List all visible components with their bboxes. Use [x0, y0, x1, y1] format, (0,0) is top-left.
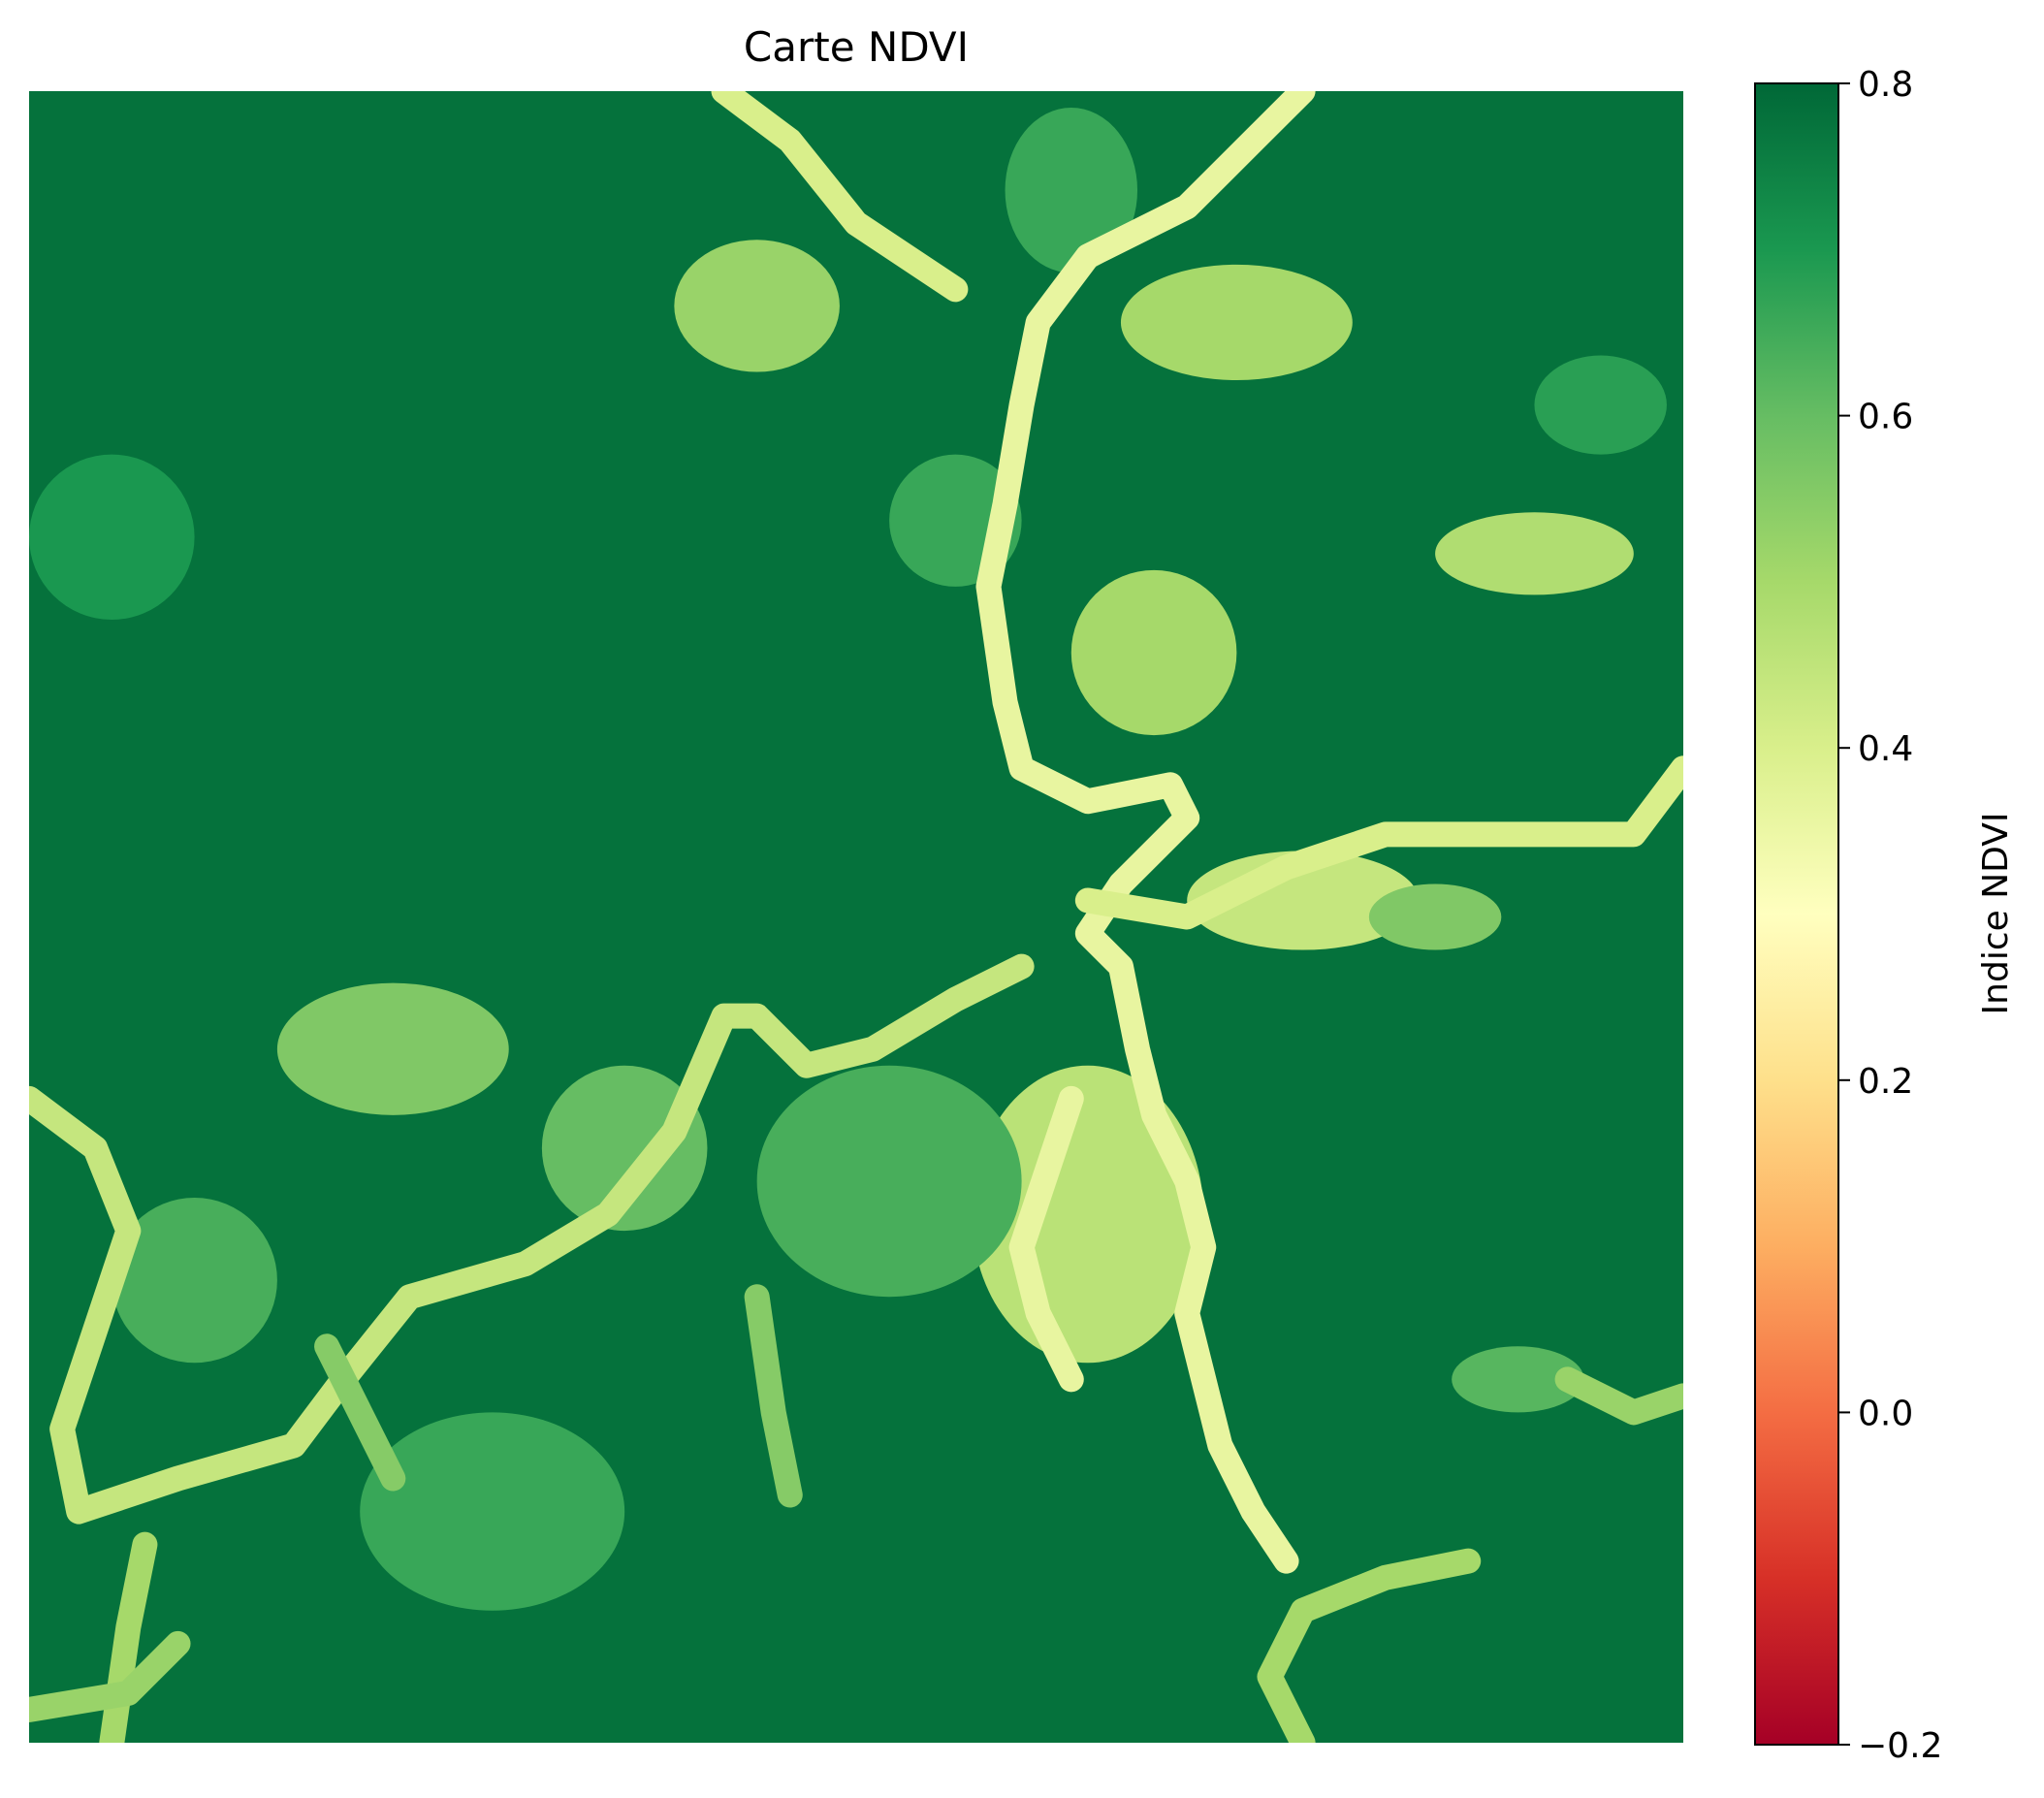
map-patch-21: [1452, 1346, 1584, 1413]
map-corridor-3: [1074, 755, 1683, 930]
map-patch-23: [360, 1412, 625, 1611]
map-corridor-6: [1257, 1548, 1482, 1743]
map-corridor-7: [29, 1630, 191, 1722]
map-patch-11: [674, 240, 840, 372]
map-patch-13: [1070, 569, 1237, 736]
ndvi-map: [29, 91, 1683, 1743]
map-corridor-4: [29, 953, 1035, 1525]
map-corridor-2: [711, 91, 969, 303]
map-patch-16: [1368, 883, 1502, 950]
colorbar-tick-label-1: 0.6: [1858, 398, 1913, 437]
map-corridor-0: [975, 91, 1316, 1574]
colorbar-tick-label-2: 0.4: [1858, 729, 1913, 769]
map-patch-22: [112, 1198, 277, 1364]
colorbar-tick-label-4: 0.0: [1858, 1394, 1913, 1433]
map-corridor-1: [1008, 1085, 1084, 1393]
map-corridor-9: [744, 1284, 803, 1508]
map-patch-26: [1005, 108, 1138, 273]
map-patch-14: [1435, 512, 1634, 595]
colorbar-tick-label-0: 0.8: [1858, 65, 1913, 105]
map-patch-25: [1534, 355, 1667, 455]
colorbar-gradient: [1754, 82, 1839, 1746]
map-patch-18: [276, 982, 509, 1115]
colorbar: 0.8 0.6 0.4 0.2 0.0 −0.2 Indice NDVI: [1754, 65, 2016, 1766]
map-patch-27: [29, 454, 195, 620]
map-patch-19: [541, 1065, 708, 1232]
colorbar-tick-label-5: −0.2: [1858, 1726, 1942, 1766]
map-corridor-10: [1554, 1366, 1683, 1426]
colorbar-tick-label-3: 0.2: [1858, 1062, 1913, 1102]
colorbar-label: Indice NDVI: [1976, 813, 2016, 1015]
chart-title: Carte NDVI: [744, 23, 969, 71]
map-patch-20: [756, 1065, 1022, 1298]
map-corridor-8: [314, 1333, 406, 1492]
map-patch-12: [1120, 264, 1353, 381]
